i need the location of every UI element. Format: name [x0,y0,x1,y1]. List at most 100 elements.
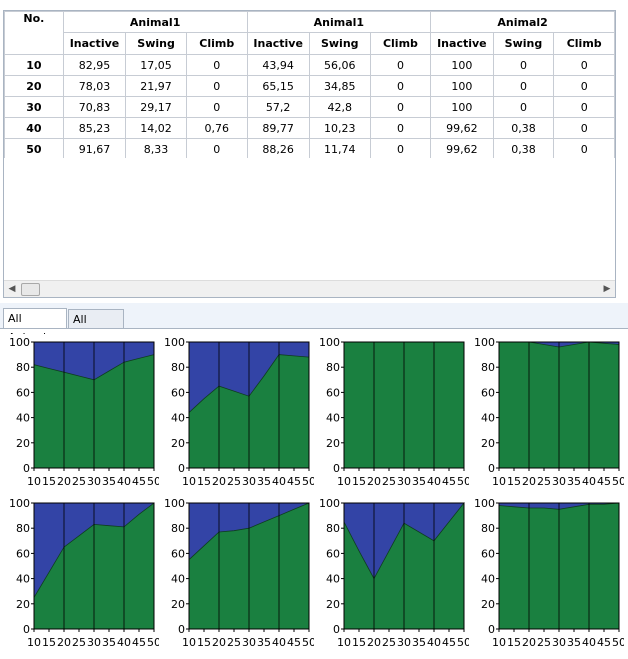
scrollbar-thumb[interactable] [21,283,40,296]
column-header-swing[interactable]: Swing [308,32,371,55]
row-header[interactable]: 30 [4,96,64,118]
table-cell[interactable]: 56,06 [308,54,371,76]
table-row[interactable]: 40 85,23 14,02 0,76 89,77 10,23 0 99,62 0,38 0 [4,117,615,139]
x-tick-label: 20 [522,636,536,649]
column-header-climb[interactable]: Climb [553,32,615,55]
table-cell[interactable]: 0 [553,117,615,139]
table-cell[interactable]: 89,77 [246,117,310,139]
table-cell[interactable]: 10,23 [308,117,371,139]
table-cell[interactable]: 100 [430,54,494,76]
y-tick-label: 20 [481,598,495,611]
column-header-inactive[interactable]: Inactive [62,32,127,55]
data-grid[interactable]: No. Animal1 Animal1 Animal2 Inactive Swing Cl… [3,10,616,298]
column-header-climb[interactable]: Climb [185,32,248,55]
table-cell[interactable]: 91,67 [62,138,127,160]
group-header[interactable]: Animal1 [246,11,432,33]
y-tick-label: 80 [171,361,185,374]
table-cell[interactable]: 34,85 [308,75,371,97]
table-row[interactable]: 10 82,95 17,05 0 43,94 56,06 0 100 0 0 [4,54,615,76]
column-header-no[interactable]: No. [4,11,64,55]
table-cell[interactable]: 0 [492,75,555,97]
table-cell[interactable]: 0,38 [492,138,555,160]
table-cell[interactable]: 82,95 [62,54,127,76]
x-tick-label: 35 [412,475,426,488]
table-cell[interactable]: 100 [430,75,494,97]
table-cell[interactable]: 8,33 [125,138,187,160]
y-tick-label: 0 [178,462,185,475]
table-cell[interactable]: 57,2 [246,96,310,118]
table-cell[interactable]: 0 [369,75,432,97]
table-cell[interactable]: 0,38 [492,117,555,139]
row-header[interactable]: 40 [4,117,64,139]
y-tick-label: 20 [326,437,340,450]
tab-all-animals[interactable]: All Animals [3,308,67,344]
row-header[interactable]: 10 [4,54,64,76]
table-cell[interactable]: 0 [185,75,248,97]
column-header-swing[interactable]: Swing [492,32,555,55]
table-cell[interactable]: 0 [553,75,615,97]
table-cell[interactable]: 29,17 [125,96,187,118]
x-tick-label: 30 [242,636,256,649]
x-tick-label: 20 [367,636,381,649]
table-cell[interactable]: 100 [430,96,494,118]
table-cell[interactable]: 99,62 [430,138,494,160]
table-cell[interactable]: 0 [185,96,248,118]
table-cell[interactable]: 70,83 [62,96,127,118]
table-cell[interactable]: 11,74 [308,138,371,160]
table-cell[interactable]: 0 [369,138,432,160]
y-tick-label: 40 [171,573,185,586]
x-tick-label: 45 [132,475,146,488]
table-cell[interactable]: 0 [553,54,615,76]
x-tick-label: 35 [102,636,116,649]
x-tick-label: 10 [337,475,351,488]
x-tick-label: 10 [182,636,196,649]
table-cell[interactable]: 78,03 [62,75,127,97]
table-cell[interactable]: 0 [369,96,432,118]
table-cell[interactable]: 0 [369,54,432,76]
charts-panel: 0 20 40 60 80 100 10 15 20 25 30 35 40 45 50 0 20 40 60 80 1… [0,334,628,659]
horizontal-scrollbar[interactable]: ◀ ▶ [4,280,615,297]
scroll-right-icon[interactable]: ▶ [603,284,611,294]
x-tick-label: 45 [442,475,456,488]
scroll-left-icon[interactable]: ◀ [8,284,16,294]
table-row[interactable]: 30 70,83 29,17 0 57,2 42,8 0 100 0 0 [4,96,615,118]
group-header[interactable]: Animal2 [430,11,615,33]
x-tick-label: 25 [382,636,396,649]
table-cell[interactable]: 0 [185,138,248,160]
y-tick-label: 20 [16,437,30,450]
table-cell[interactable]: 0 [553,96,615,118]
table-cell[interactable]: 0 [492,96,555,118]
table-cell[interactable]: 0,76 [185,117,248,139]
column-header-inactive[interactable]: Inactive [246,32,310,55]
table-cell[interactable]: 0 [553,138,615,160]
table-cell[interactable]: 99,62 [430,117,494,139]
column-header-swing[interactable]: Swing [125,32,187,55]
x-tick-label: 45 [442,636,456,649]
x-tick-label: 35 [412,636,426,649]
x-tick-label: 50 [457,475,469,488]
tab-all-groups[interactable]: All Groups [68,309,124,345]
column-header-inactive[interactable]: Inactive [430,32,494,55]
table-cell[interactable]: 17,05 [125,54,187,76]
table-cell[interactable]: 0 [185,54,248,76]
table-cell[interactable]: 85,23 [62,117,127,139]
table-cell[interactable]: 65,15 [246,75,310,97]
table-cell[interactable]: 43,94 [246,54,310,76]
table-row[interactable]: 50 91,67 8,33 0 88,26 11,74 0 99,62 0,38 0 [4,138,615,160]
table-cell[interactable]: 0 [369,117,432,139]
x-tick-label: 50 [612,636,624,649]
table-row[interactable]: 20 78,03 21,97 0 65,15 34,85 0 100 0 0 [4,75,615,97]
y-tick-label: 60 [326,386,340,399]
x-tick-label: 10 [337,636,351,649]
table-cell[interactable]: 0 [492,54,555,76]
row-header[interactable]: 50 [4,138,64,160]
table-cell[interactable]: 21,97 [125,75,187,97]
table-cell[interactable]: 42,8 [308,96,371,118]
column-header-climb[interactable]: Climb [369,32,432,55]
y-tick-label: 40 [326,573,340,586]
row-header[interactable]: 20 [4,75,64,97]
group-header[interactable]: Animal1 [62,11,248,33]
table-cell[interactable]: 88,26 [246,138,310,160]
table-cell[interactable]: 14,02 [125,117,187,139]
